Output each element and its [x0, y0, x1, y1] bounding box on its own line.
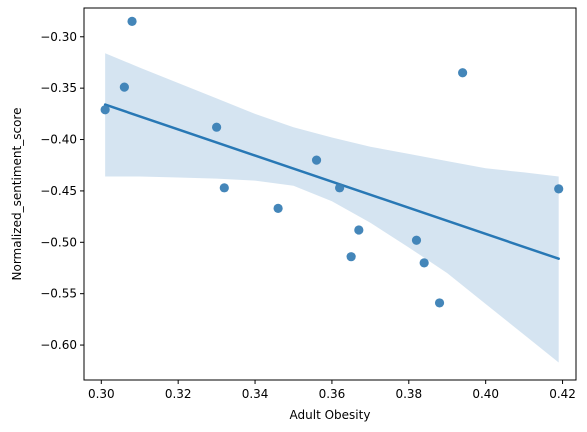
y-tick-label: −0.50 — [40, 235, 77, 249]
data-point — [335, 183, 345, 193]
y-tick-label: −0.55 — [40, 287, 77, 301]
y-tick-label: −0.60 — [40, 338, 77, 352]
data-point — [100, 105, 110, 115]
x-axis-label: Adult Obesity — [290, 408, 371, 422]
x-tick-label: 0.32 — [165, 387, 192, 401]
y-axis-ticks: −0.30 −0.35 −0.40 −0.45 −0.50 −0.55 −0.60 — [40, 30, 84, 352]
y-tick-label: −0.30 — [40, 30, 77, 44]
data-point — [434, 298, 445, 308]
data-point — [219, 183, 229, 193]
data-point — [311, 155, 322, 165]
regression-line-layer — [103, 103, 560, 260]
x-axis-ticks: 0.30 0.32 0.34 0.36 0.38 0.40 0.42 — [88, 380, 576, 401]
data-point — [119, 82, 129, 92]
data-point — [554, 184, 564, 194]
data-point — [273, 203, 283, 213]
data-point — [411, 235, 422, 245]
data-point — [458, 68, 468, 78]
y-axis-label: Normalized_sentiment_score — [10, 108, 24, 281]
data-point — [127, 16, 137, 26]
y-tick-label: −0.45 — [40, 184, 77, 198]
data-point — [346, 252, 356, 262]
confidence-band-layer — [105, 53, 559, 363]
data-point — [419, 258, 429, 268]
y-tick-label: −0.35 — [40, 81, 77, 95]
x-tick-label: 0.40 — [472, 387, 499, 401]
x-tick-label: 0.30 — [88, 387, 115, 401]
data-point — [212, 122, 222, 132]
x-tick-label: 0.38 — [395, 387, 422, 401]
x-tick-label: 0.42 — [549, 387, 576, 401]
regression-line — [103, 103, 560, 260]
confidence-band — [105, 53, 559, 363]
y-tick-label: −0.40 — [40, 133, 77, 147]
x-tick-label: 0.34 — [242, 387, 269, 401]
plot-frame — [83, 7, 577, 381]
data-points-layer — [100, 16, 564, 308]
data-point — [354, 225, 364, 235]
x-tick-label: 0.36 — [319, 387, 346, 401]
